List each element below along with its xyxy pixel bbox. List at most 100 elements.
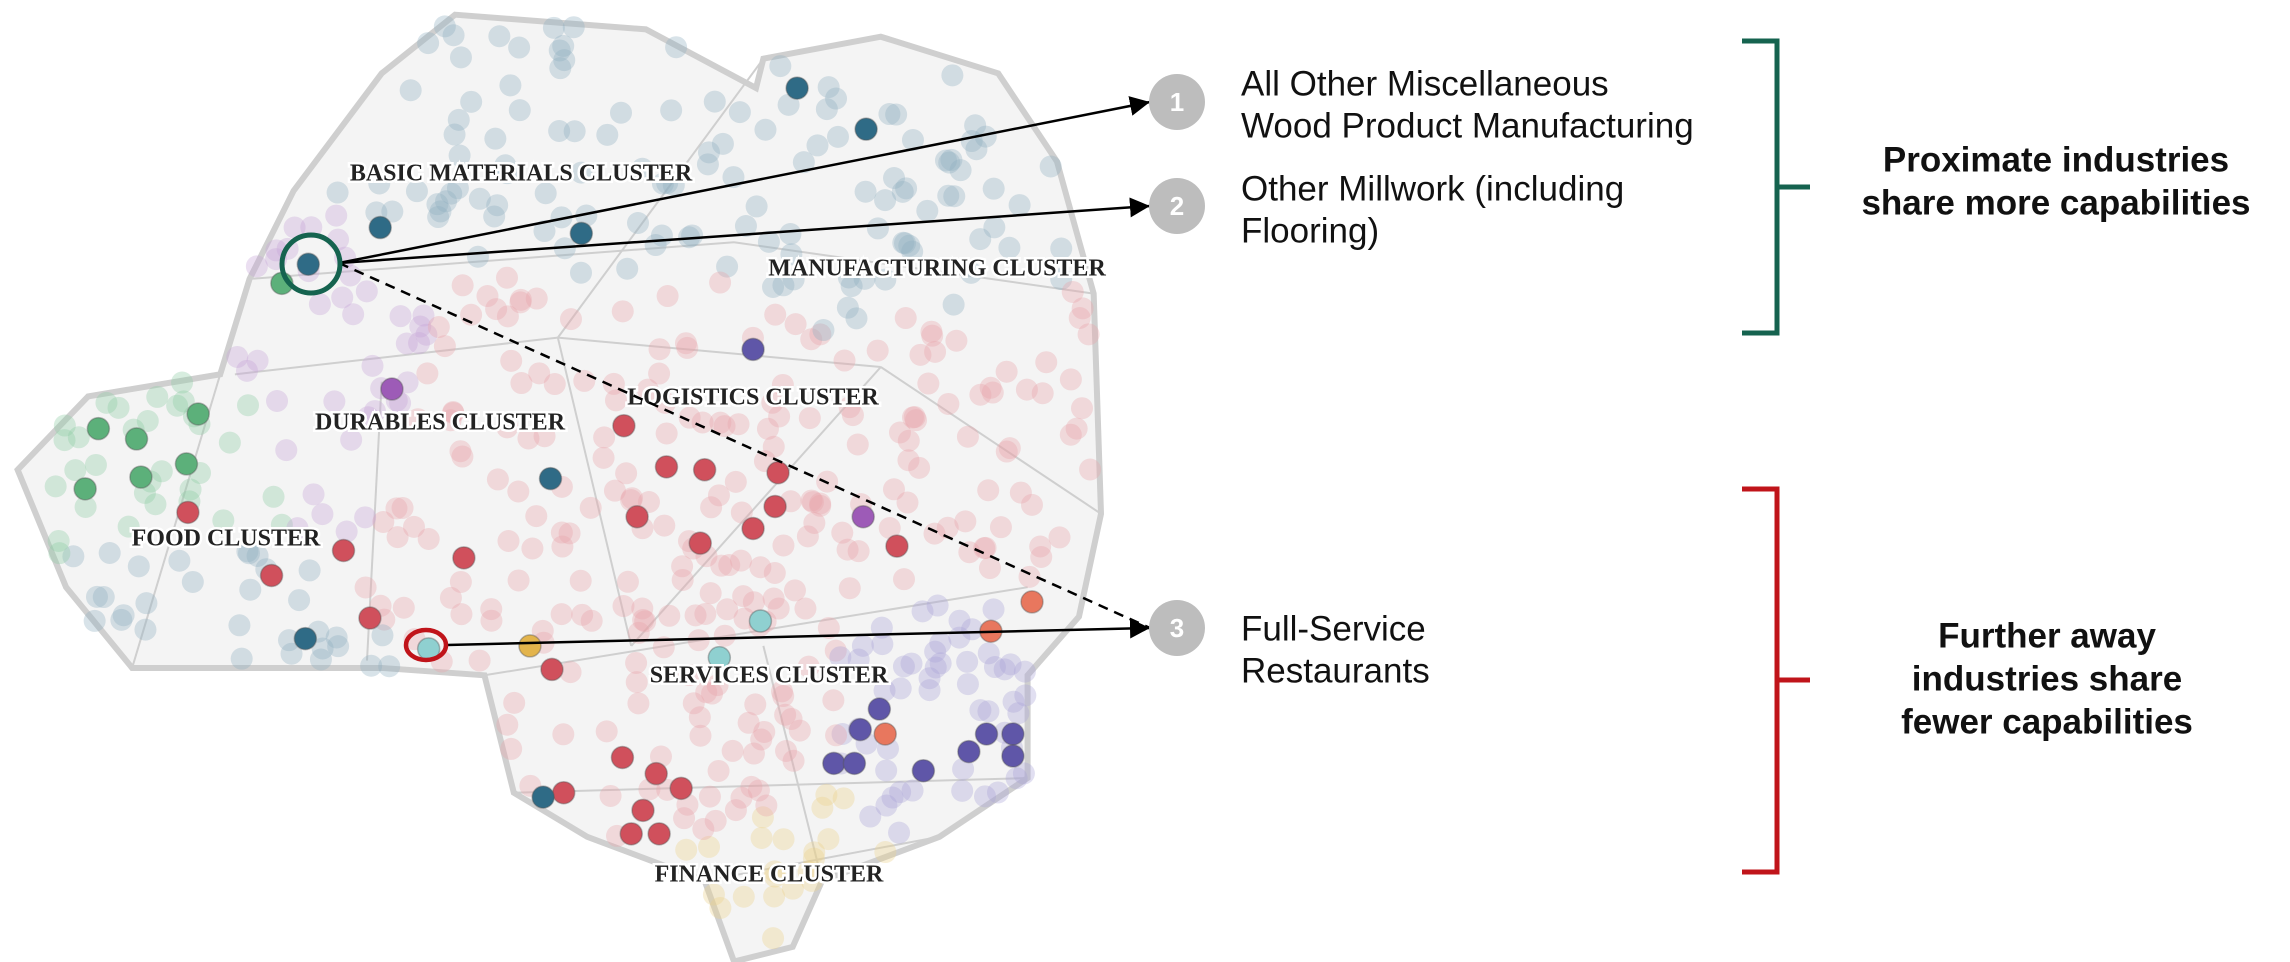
industry-dot <box>729 549 752 572</box>
industry-dot <box>538 466 563 491</box>
industry-dot <box>901 129 924 152</box>
industry-dot <box>649 745 672 768</box>
industry-dot <box>1048 526 1071 549</box>
industry-dot <box>836 296 859 319</box>
industry-dot <box>974 722 999 746</box>
industry-dot <box>655 422 678 445</box>
industry-dot <box>803 841 826 864</box>
industry-dot <box>283 216 306 239</box>
industry-dot <box>300 216 323 239</box>
connector <box>446 618 1151 647</box>
industry-dot <box>744 693 767 716</box>
industry-dot <box>616 570 639 593</box>
industry-dot <box>500 737 523 760</box>
industry-dot <box>627 692 650 715</box>
industry-dot <box>74 495 97 518</box>
cell-border <box>556 337 633 647</box>
industry-dot <box>901 240 924 263</box>
industry-dot <box>427 206 450 229</box>
industry-dot <box>416 362 439 385</box>
industry-dot <box>48 542 71 565</box>
industry-dot <box>716 255 739 278</box>
industry-dot <box>378 655 401 678</box>
industry-dot <box>212 509 235 532</box>
industry-dot <box>621 487 644 510</box>
industry-dot <box>620 489 643 512</box>
industry-dot <box>1077 323 1100 346</box>
industry-dot <box>956 650 979 673</box>
industry-dot <box>911 600 934 623</box>
cell-border <box>630 366 882 647</box>
industry-dot <box>893 568 916 591</box>
industry-dot <box>911 758 936 783</box>
industry-dot <box>1015 378 1038 401</box>
industry-dot <box>730 501 753 524</box>
industry-dot <box>724 470 747 493</box>
industry-dot <box>811 796 834 819</box>
industry-dot <box>728 101 751 124</box>
industry-dot <box>339 264 362 287</box>
industry-dot <box>496 162 519 185</box>
industry-dot <box>309 648 332 671</box>
industry-dot <box>439 586 462 609</box>
industry-dot <box>875 794 898 817</box>
industry-dot <box>681 224 704 247</box>
industry-dot <box>340 428 363 451</box>
number-label: 1 <box>1170 87 1184 117</box>
industry-dot <box>308 293 331 316</box>
industry-dot <box>1065 417 1088 440</box>
industry-dot <box>548 39 571 62</box>
industry-dot <box>822 751 846 776</box>
industry-dot <box>777 93 800 116</box>
industry-dot <box>280 642 303 665</box>
industry-dot <box>878 517 901 540</box>
industry-dot <box>433 15 456 38</box>
industry-dot <box>817 828 840 851</box>
industry-dot <box>896 491 919 514</box>
industry-dot <box>245 255 268 278</box>
industry-dot <box>977 700 1000 723</box>
industry-dot <box>923 522 946 545</box>
industry-dot <box>716 598 739 621</box>
industry-dot <box>1061 280 1084 303</box>
map-outline <box>14 11 1105 962</box>
industry-dot <box>958 541 981 564</box>
industry-dot <box>771 373 794 396</box>
industry-dot <box>697 141 720 164</box>
industry-dot <box>559 661 582 684</box>
industry-dot <box>809 323 832 346</box>
industry-dot <box>386 526 409 549</box>
industry-dot <box>770 680 793 703</box>
industry-dot <box>763 860 786 883</box>
industry-dot <box>851 504 875 529</box>
industry-dot <box>651 172 674 195</box>
industry-dot <box>940 148 963 171</box>
industry-dot <box>496 713 519 736</box>
cell-border <box>513 777 1028 794</box>
industry-dot <box>371 624 394 647</box>
industry-dot <box>833 349 856 372</box>
industry-dot <box>62 545 85 568</box>
industry-dot <box>974 536 997 559</box>
cell-border <box>762 645 824 882</box>
industry-dot <box>937 184 960 207</box>
cell-border <box>234 336 558 376</box>
bracket <box>1742 38 1810 336</box>
industry-dot <box>986 781 1009 804</box>
bracket <box>1742 486 1810 875</box>
industry-dot <box>847 540 870 563</box>
industry-dot <box>695 681 718 704</box>
industry-dot <box>1070 397 1093 420</box>
cluster-label: SERVICES CLUSTER <box>650 663 889 689</box>
industry-dot <box>648 362 671 385</box>
industry-dot <box>427 316 450 339</box>
industry-dot <box>709 896 732 919</box>
industry-dot <box>800 489 823 512</box>
industry-dot <box>658 604 681 627</box>
industry-dot <box>983 216 1006 239</box>
industry-dot <box>730 786 753 809</box>
industry-dot <box>656 172 679 195</box>
industry-dot <box>937 392 960 415</box>
industry-dot <box>575 204 598 227</box>
industry-dot <box>392 596 415 619</box>
